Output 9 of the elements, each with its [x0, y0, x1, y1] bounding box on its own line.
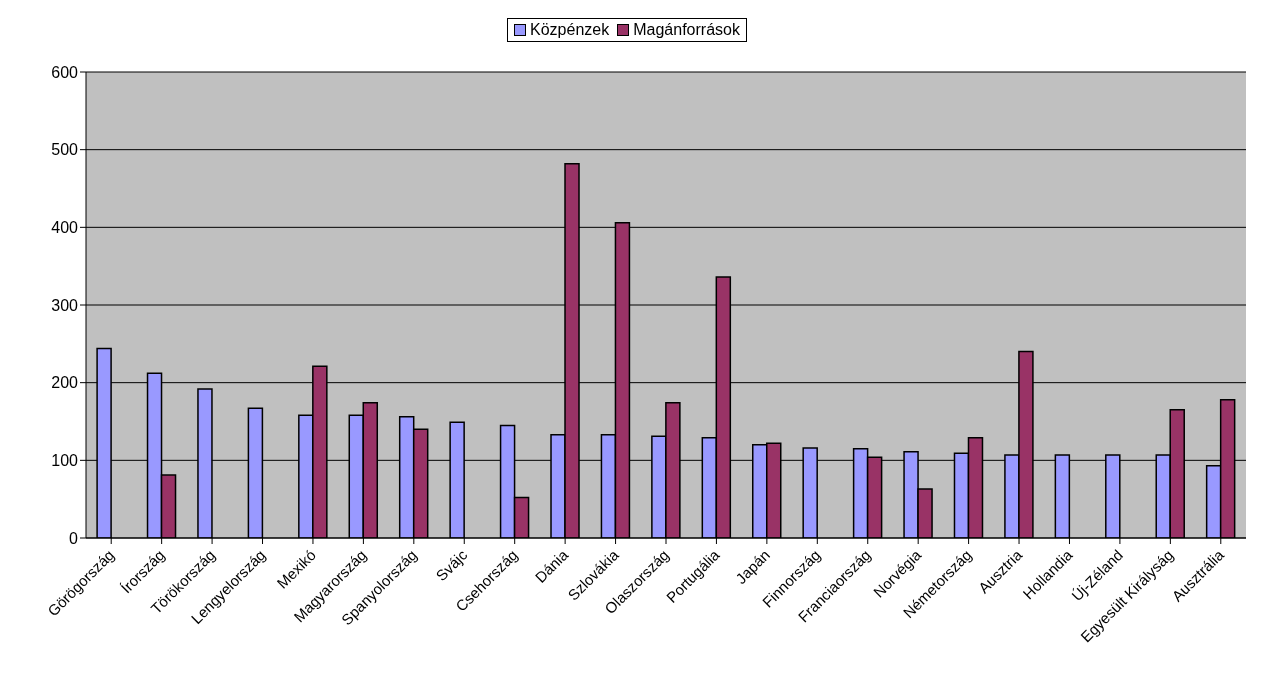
legend-label: Közpénzek	[529, 21, 610, 39]
legend-label: Magánforrások	[632, 21, 740, 39]
y-tick-label: 0	[69, 529, 79, 547]
y-tick-label: 400	[51, 219, 79, 237]
y-tick-label: 100	[51, 452, 79, 470]
y-tick-label: 200	[51, 374, 79, 392]
y-tick-label: 300	[51, 296, 79, 314]
y-tick-label: 600	[51, 63, 79, 81]
y-tick-label: 500	[51, 141, 79, 159]
